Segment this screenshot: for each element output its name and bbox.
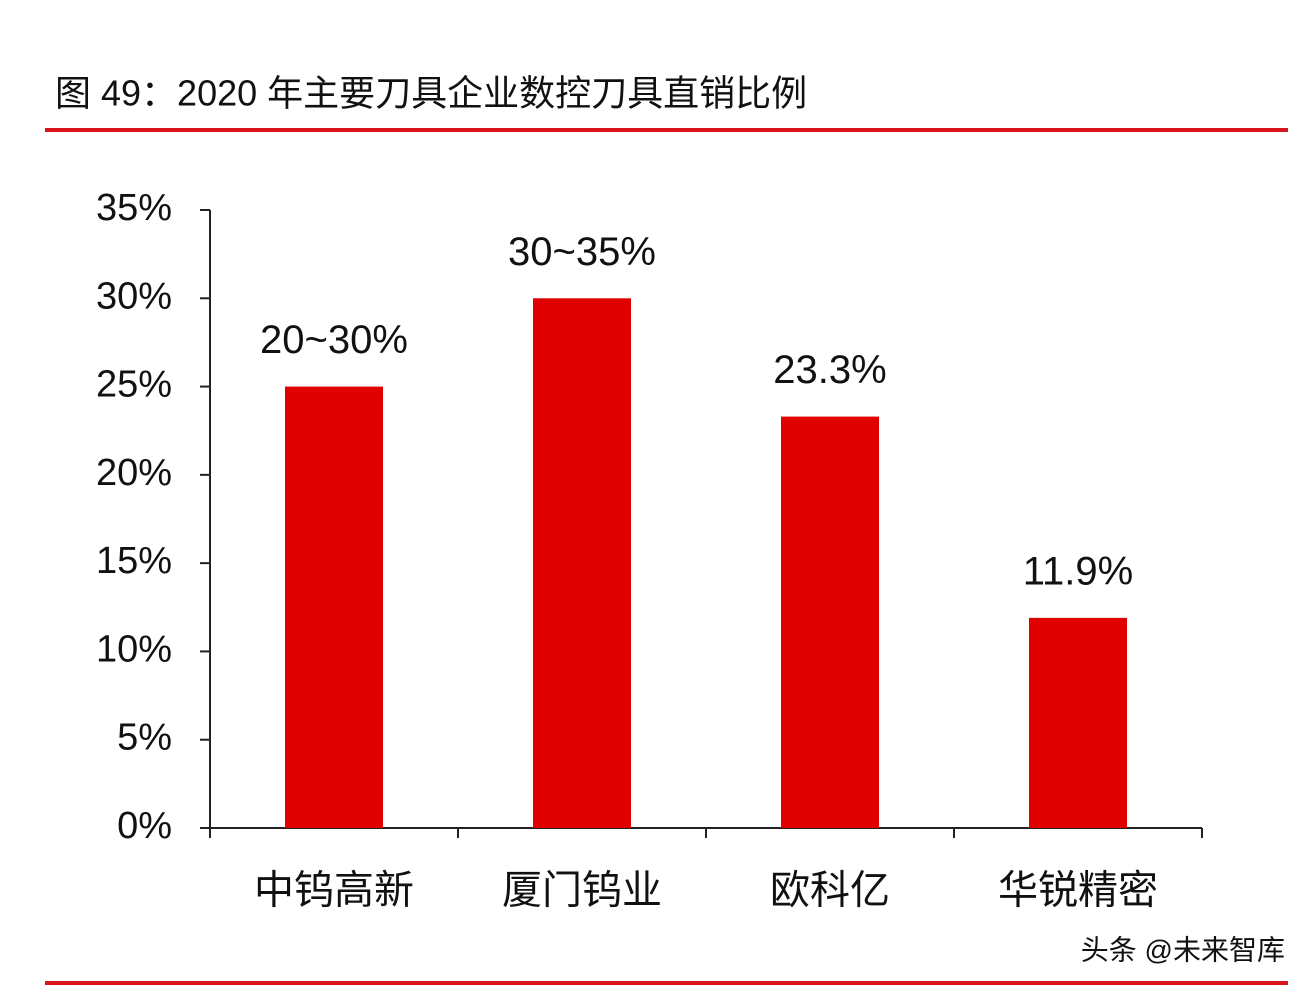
y-tick-label: 5% [117,717,172,759]
x-tick-label: 华锐精密 [998,869,1158,913]
value-label: 11.9% [1023,549,1133,593]
chart-title: 图 49：2020 年主要刀具企业数控刀具直销比例 [55,73,807,114]
value-label: 23.3% [773,348,886,392]
y-tick-label: 20% [96,452,172,494]
value-label: 30~35% [508,230,656,274]
y-tick-label: 25% [96,364,172,406]
bar [1029,617,1127,828]
bar [533,298,631,828]
x-tick-label: 厦门钨业 [502,869,662,913]
bar [285,386,383,828]
bar [781,416,879,828]
y-tick-label: 0% [117,805,172,847]
y-tick-label: 10% [96,628,172,670]
title-rule [45,128,1288,132]
watermark: 头条 @未来智库 [1081,934,1285,965]
x-tick-label: 欧科亿 [770,869,890,913]
y-tick-label: 15% [96,540,172,582]
x-tick-label: 中钨高新 [254,869,414,913]
value-label: 20~30% [260,318,408,362]
y-tick-label: 30% [96,275,172,317]
y-tick-label: 35% [96,187,172,229]
bottom-rule [45,981,1288,985]
